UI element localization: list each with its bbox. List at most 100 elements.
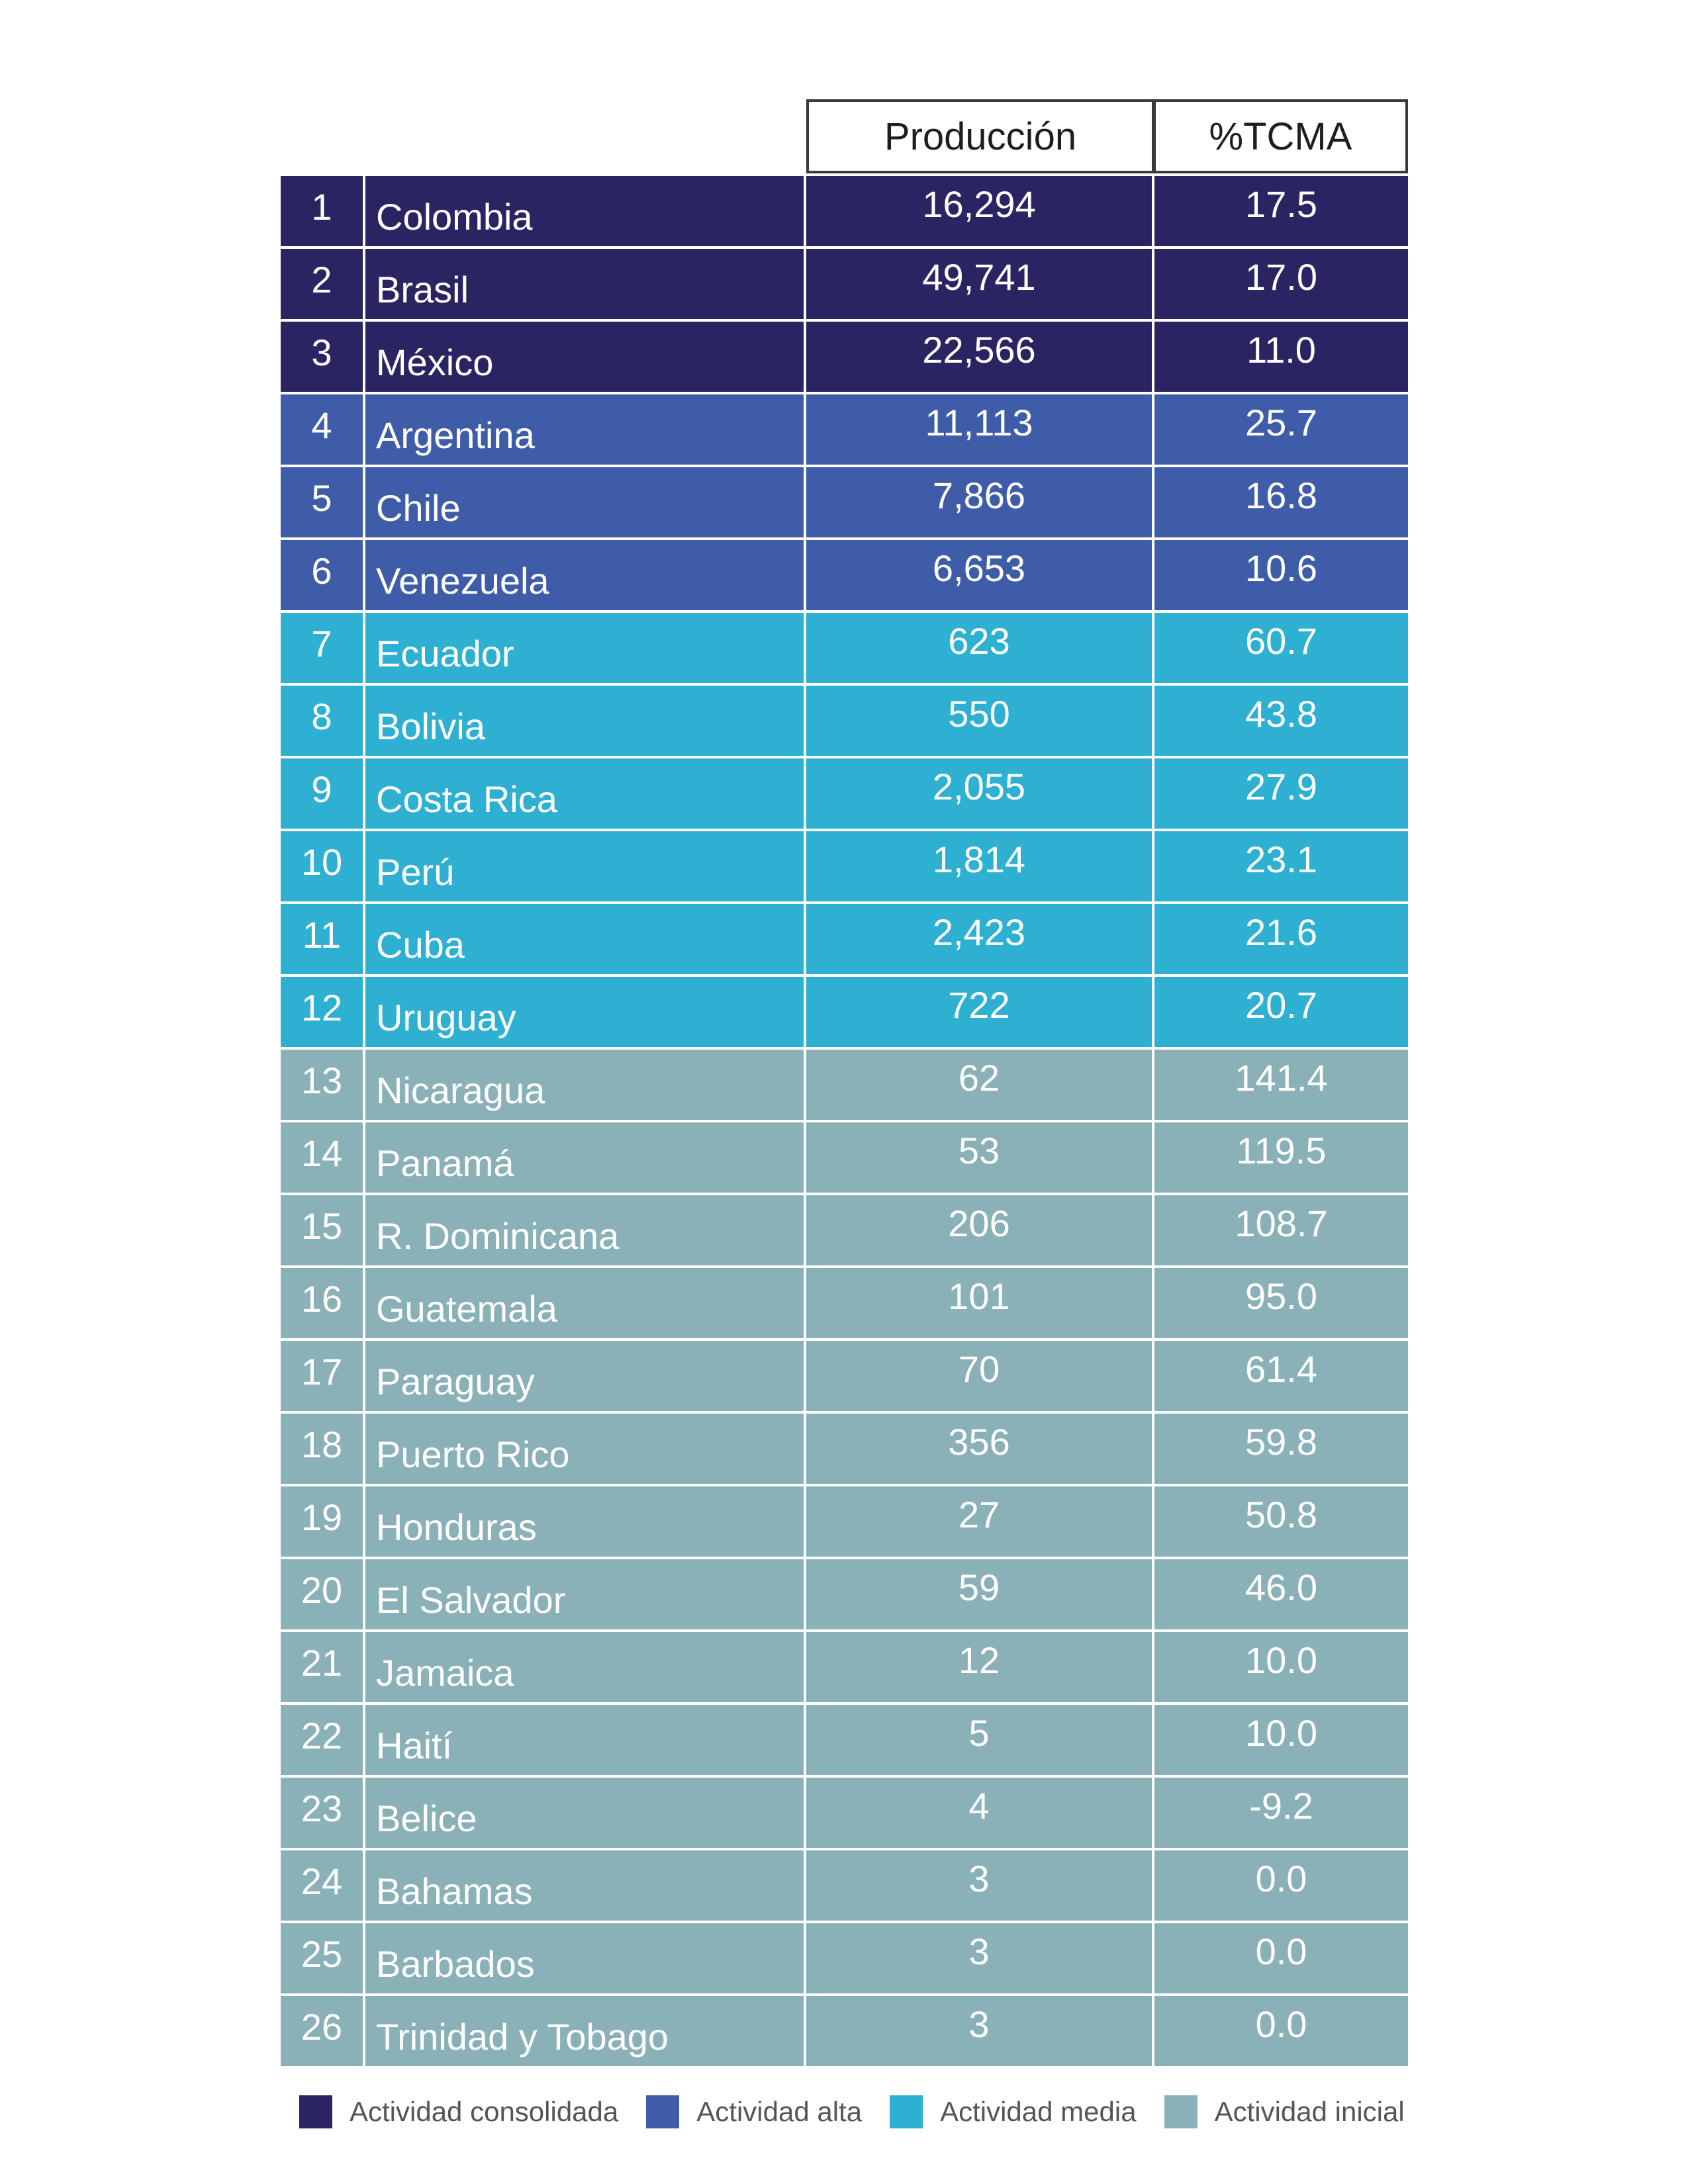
production-cell: 7,866	[806, 467, 1154, 537]
rank-cell: 18	[281, 1414, 365, 1484]
legend-label: Actividad media	[940, 2096, 1137, 2127]
table-row: 6 Venezuela 6,653 10.6	[281, 537, 1408, 610]
production-cell: 70	[806, 1341, 1154, 1411]
country-cell: Cuba	[365, 904, 806, 974]
production-cell: 3	[806, 1996, 1154, 2066]
tcma-cell: 10.6	[1245, 547, 1317, 589]
production-cell: 49,741	[806, 249, 1154, 319]
rank-cell: 8	[281, 686, 365, 756]
country-cell: Chile	[365, 467, 806, 537]
country-cell: Argentina	[365, 394, 806, 465]
production-cell: 62	[806, 1050, 1154, 1120]
legend-item-media: Actividad media	[890, 2095, 1137, 2128]
table-row: 25 Barbados 3 0.0	[281, 1921, 1408, 1993]
production-cell: 2,055	[806, 758, 1154, 829]
header-production: Producción	[806, 99, 1154, 173]
country-cell: Venezuela	[365, 540, 806, 610]
rank-cell: 4	[281, 394, 365, 465]
production-cell: 3	[806, 1923, 1154, 1993]
tcma-cell: 17.0	[1245, 256, 1317, 298]
tcma-cell: 23.1	[1245, 839, 1317, 880]
country-cell: Haití	[365, 1705, 806, 1775]
tcma-cell: 119.5	[1236, 1130, 1327, 1171]
legend-label: Actividad alta	[696, 2096, 863, 2127]
rank-cell: 22	[281, 1705, 365, 1775]
tcma-cell: 10.0	[1245, 1639, 1317, 1681]
tcma-cell: -9.2	[1249, 1785, 1313, 1827]
country-cell: Honduras	[365, 1486, 806, 1557]
table-row: 15 R. Dominicana 206 108.7	[281, 1193, 1408, 1265]
production-cell: 27	[806, 1486, 1154, 1557]
table-row: 23 Belice 4 -9.2	[281, 1775, 1408, 1848]
rank-cell: 5	[281, 467, 365, 537]
production-cell: 11,113	[806, 394, 1154, 465]
legend-item-inicial: Actividad inicial	[1164, 2095, 1405, 2128]
country-cell: Nicaragua	[365, 1050, 806, 1120]
rank-cell: 12	[281, 977, 365, 1047]
header-tcma: %TCMA	[1154, 99, 1408, 173]
tcma-cell: 20.7	[1245, 984, 1317, 1026]
legend-item-consolidada: Actividad consolidada	[299, 2095, 618, 2128]
country-cell: Ecuador	[365, 613, 806, 683]
tcma-cell: 27.9	[1245, 766, 1317, 807]
table-row: 17 Paraguay 70 61.4	[281, 1338, 1408, 1411]
production-cell: 5	[806, 1705, 1154, 1775]
table-row: 4 Argentina 11,113 25.7	[281, 392, 1408, 465]
tcma-cell: 46.0	[1245, 1567, 1317, 1608]
rank-cell: 23	[281, 1778, 365, 1848]
rank-cell: 10	[281, 831, 365, 901]
table-row: 21 Jamaica 12 10.0	[281, 1629, 1408, 1702]
table-row: 19 Honduras 27 50.8	[281, 1484, 1408, 1557]
table-row: 9 Costa Rica 2,055 27.9	[281, 756, 1408, 829]
production-cell: 206	[806, 1195, 1154, 1265]
table-row: 16 Guatemala 101 95.0	[281, 1265, 1408, 1338]
tcma-cell: 60.7	[1245, 620, 1317, 662]
rank-cell: 25	[281, 1923, 365, 1993]
table-row: 26 Trinidad y Tobago 3 0.0	[281, 1993, 1408, 2066]
production-cell: 6,653	[806, 540, 1154, 610]
tcma-cell: 0.0	[1255, 1858, 1307, 1899]
production-cell: 16,294	[806, 176, 1154, 246]
legend: Actividad consolidada Actividad alta Activ…	[299, 2095, 1432, 2128]
tcma-cell: 11.0	[1246, 329, 1316, 371]
tcma-cell: 17.5	[1245, 183, 1317, 225]
table-body: 1 Colombia 16,294 17.5 2 Brasil 49,741 17.0 3 Méx…	[281, 173, 1408, 2066]
rank-cell: 6	[281, 540, 365, 610]
legend-label: Actividad inicial	[1214, 2096, 1405, 2127]
rank-cell: 3	[281, 322, 365, 392]
production-cell: 53	[806, 1122, 1154, 1193]
country-cell: Trinidad y Tobago	[365, 1996, 806, 2066]
table-row: 11 Cuba 2,423 21.6	[281, 901, 1408, 974]
table-row: 7 Ecuador 623 60.7	[281, 610, 1408, 683]
table-row: 1 Colombia 16,294 17.5	[281, 173, 1408, 246]
table-row: 12 Uruguay 722 20.7	[281, 974, 1408, 1047]
production-cell: 722	[806, 977, 1154, 1047]
country-cell: Puerto Rico	[365, 1414, 806, 1484]
tcma-cell: 50.8	[1245, 1494, 1317, 1535]
country-cell: Brasil	[365, 249, 806, 319]
production-cell: 1,814	[806, 831, 1154, 901]
tcma-cell: 25.7	[1245, 402, 1317, 443]
country-cell: Bahamas	[365, 1850, 806, 1921]
tcma-cell: 21.6	[1245, 911, 1317, 953]
rank-cell: 7	[281, 613, 365, 683]
legend-label: Actividad consolidada	[350, 2096, 619, 2127]
table-row: 22 Haití 5 10.0	[281, 1702, 1408, 1775]
legend-swatch	[646, 2095, 680, 2128]
rank-cell: 21	[281, 1632, 365, 1702]
rank-cell: 15	[281, 1195, 365, 1265]
production-cell: 356	[806, 1414, 1154, 1484]
production-cell: 101	[806, 1268, 1154, 1338]
country-cell: Paraguay	[365, 1341, 806, 1411]
production-cell: 4	[806, 1778, 1154, 1848]
country-cell: Jamaica	[365, 1632, 806, 1702]
rank-cell: 14	[281, 1122, 365, 1193]
tcma-cell: 0.0	[1255, 2003, 1307, 2045]
tcma-cell: 43.8	[1245, 693, 1317, 735]
tcma-cell: 59.8	[1245, 1421, 1317, 1463]
table-row: 24 Bahamas 3 0.0	[281, 1848, 1408, 1921]
table-row: 20 El Salvador 59 46.0	[281, 1557, 1408, 1629]
tcma-cell: 141.4	[1235, 1057, 1328, 1099]
table-row: 10 Perú 1,814 23.1	[281, 829, 1408, 901]
rank-cell: 24	[281, 1850, 365, 1921]
